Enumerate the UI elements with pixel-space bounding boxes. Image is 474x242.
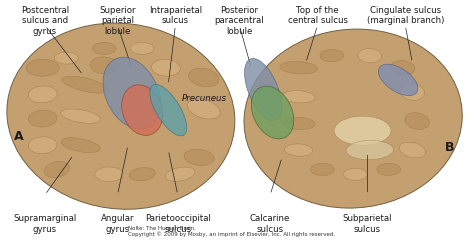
Ellipse shape (189, 68, 219, 87)
Ellipse shape (152, 59, 180, 76)
Ellipse shape (184, 149, 214, 165)
Ellipse shape (334, 116, 391, 145)
Text: Precuneus: Precuneus (182, 93, 226, 103)
Ellipse shape (284, 144, 313, 156)
Ellipse shape (244, 29, 462, 208)
Ellipse shape (28, 86, 57, 103)
Ellipse shape (7, 23, 235, 209)
Ellipse shape (45, 161, 69, 178)
Ellipse shape (245, 59, 282, 121)
Ellipse shape (358, 48, 382, 63)
Text: B: B (445, 141, 454, 154)
Text: Parietooccipital
sulcus: Parietooccipital sulcus (145, 214, 210, 234)
Ellipse shape (28, 110, 57, 127)
Text: Superior
parietal
lobule: Superior parietal lobule (99, 6, 136, 36)
Ellipse shape (61, 138, 100, 153)
Ellipse shape (92, 42, 116, 54)
Ellipse shape (280, 61, 318, 74)
Ellipse shape (90, 57, 118, 74)
Text: Angular
gyrus: Angular gyrus (101, 214, 134, 234)
Ellipse shape (282, 91, 315, 103)
Text: Subparietal
sulcus: Subparietal sulcus (343, 214, 392, 234)
Text: Supramarginal
gyrus: Supramarginal gyrus (13, 214, 77, 234)
Text: Nolte: The Human Brain.
Copyright © 2009 by Mosby, an imprint of Elsevier, Inc. : Nolte: The Human Brain. Copyright © 2009… (128, 226, 335, 237)
Ellipse shape (378, 64, 418, 96)
Text: A: A (14, 130, 24, 143)
Ellipse shape (129, 167, 155, 181)
Ellipse shape (130, 42, 154, 54)
Ellipse shape (62, 76, 109, 93)
Ellipse shape (405, 113, 429, 129)
Ellipse shape (282, 117, 315, 129)
Ellipse shape (28, 137, 57, 154)
Ellipse shape (251, 86, 294, 139)
Ellipse shape (377, 163, 401, 175)
Text: Top of the
central sulcus: Top of the central sulcus (288, 6, 347, 25)
Ellipse shape (188, 99, 220, 119)
Text: Cingulate sulcus
(marginal branch): Cingulate sulcus (marginal branch) (366, 6, 444, 25)
Bar (0, 0, 474, 17)
Ellipse shape (401, 83, 424, 100)
Ellipse shape (122, 85, 163, 136)
Ellipse shape (61, 109, 100, 123)
Text: Calcarine
sulcus: Calcarine sulcus (250, 214, 291, 234)
Ellipse shape (150, 84, 187, 136)
Text: Intraparietal
sulcus: Intraparietal sulcus (149, 6, 202, 25)
Ellipse shape (95, 167, 123, 182)
Ellipse shape (344, 168, 367, 180)
Bar (0, 0, 474, 17)
Ellipse shape (391, 60, 415, 75)
Ellipse shape (26, 59, 59, 76)
Ellipse shape (310, 163, 334, 175)
Ellipse shape (55, 52, 78, 64)
Ellipse shape (346, 140, 393, 160)
Ellipse shape (320, 50, 344, 62)
Text: Postcentral
sulcus and
gyrus: Postcentral sulcus and gyrus (21, 6, 69, 36)
Text: Posterior
paracentral
lobule: Posterior paracentral lobule (215, 6, 264, 36)
Ellipse shape (399, 142, 426, 158)
Ellipse shape (103, 57, 161, 129)
Ellipse shape (165, 167, 195, 182)
Bar (0, 211, 474, 242)
